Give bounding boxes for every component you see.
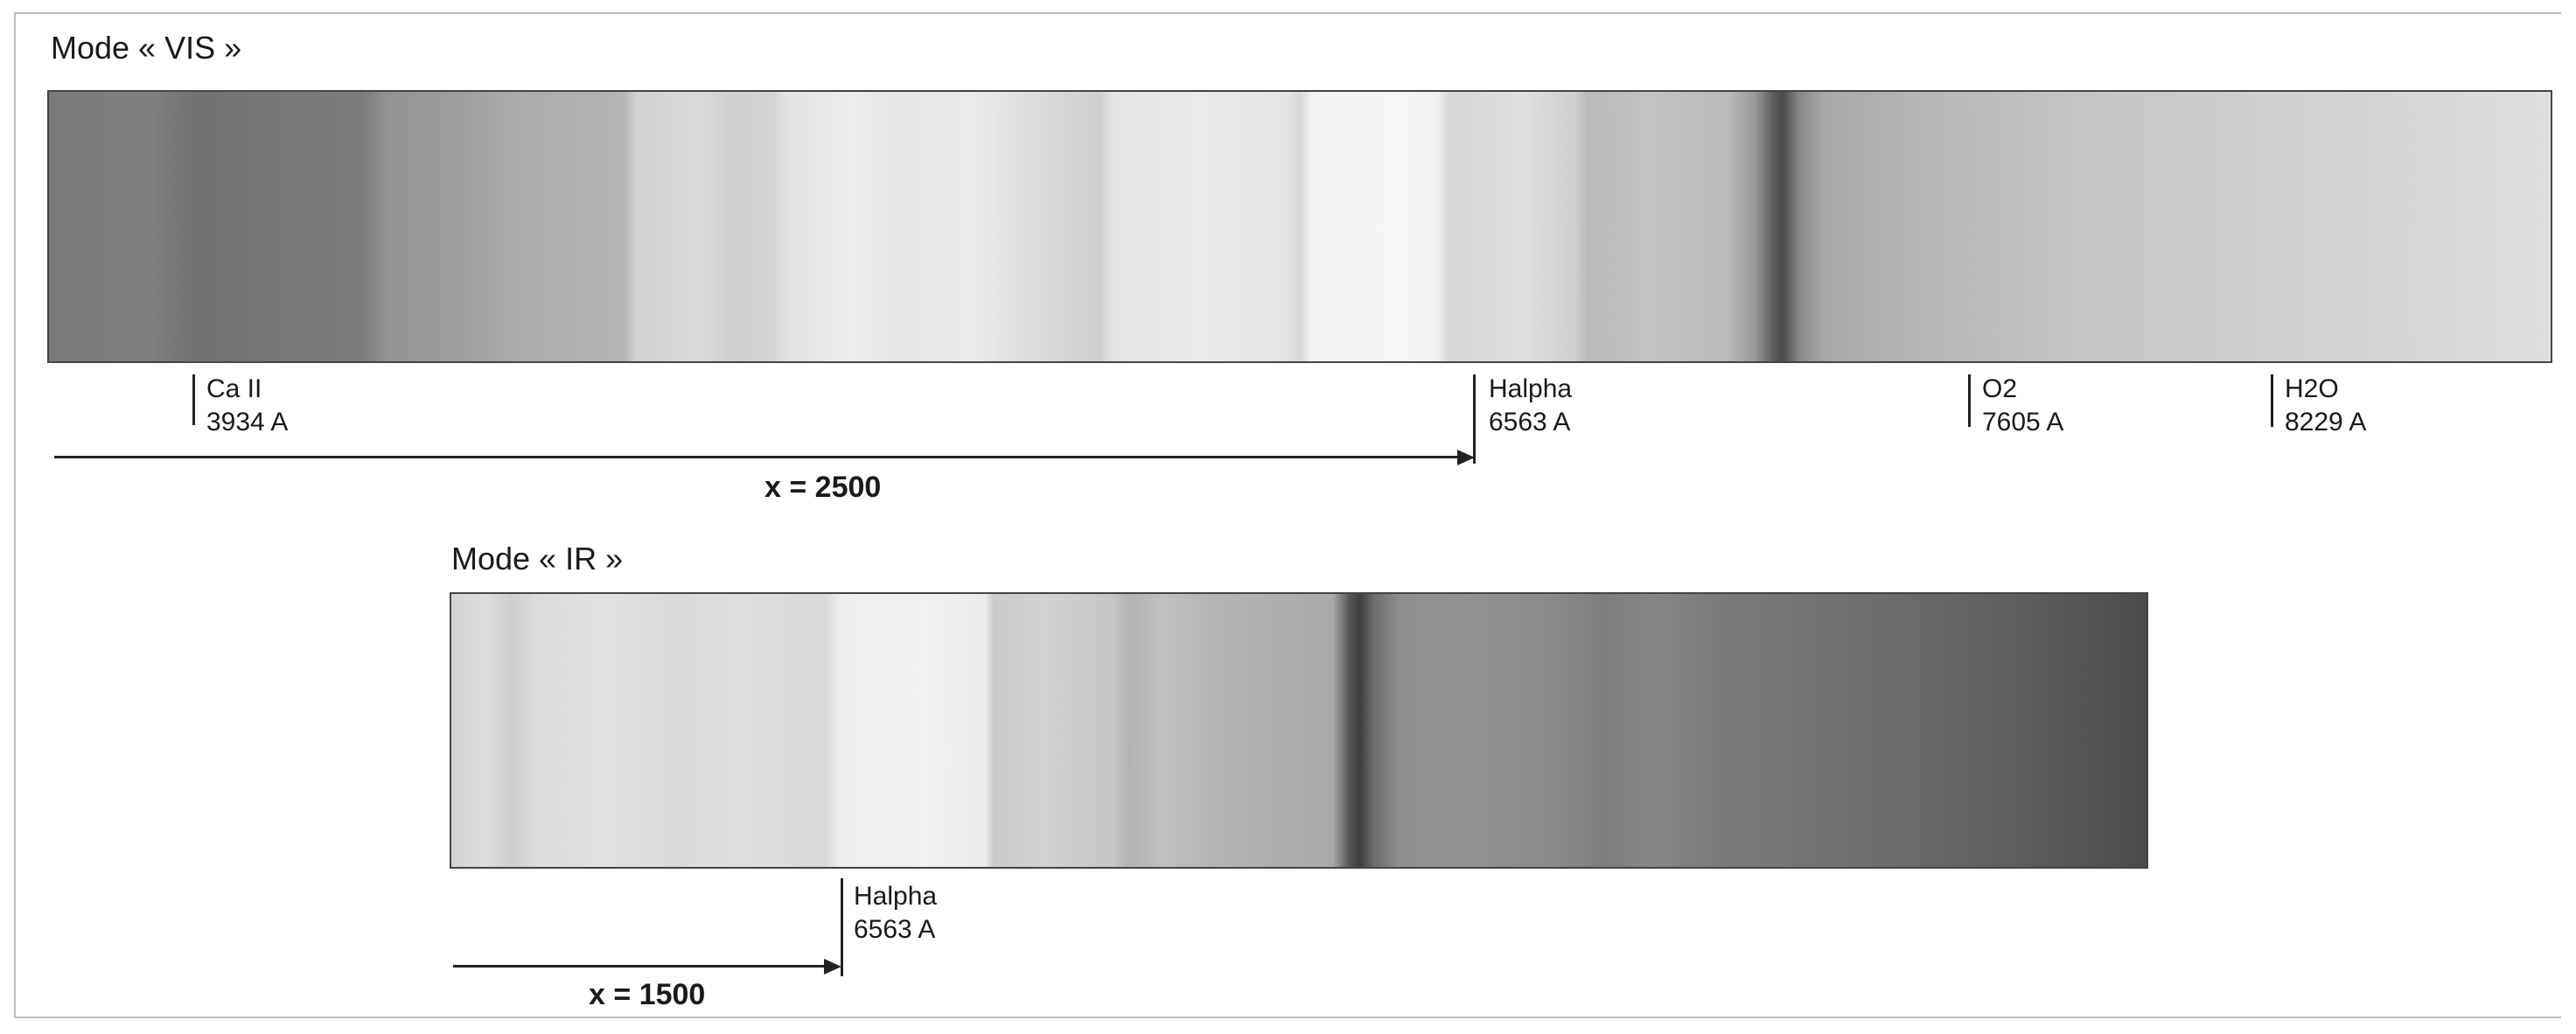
ir-halpha-name: Halpha [854,882,938,911]
vis-o2-tick [1968,374,1971,427]
figure-frame [14,12,2561,1018]
ir-spectrum-strip [450,592,2148,869]
vis-mode-title: Mode « VIS » [51,30,242,66]
ir-arrow-head [824,959,841,975]
vis-distance-arrow [54,456,1461,458]
vis-halpha-tick [1473,374,1476,464]
vis-spectrum-strip [47,90,2552,363]
ir-halpha-wavelength: 6563 A [854,915,936,944]
ir-mode-title: Mode « IR » [451,541,624,576]
ir-distance-arrow [453,965,827,968]
vis-o2-wavelength: 7605 A [1982,408,2064,437]
vis-ca2-tick [192,374,195,425]
vis-h2o-name: H2O [2285,374,2339,403]
vis-halpha-name: Halpha [1489,374,1573,403]
ir-distance-label: x = 1500 [589,978,706,1011]
vis-distance-label: x = 2500 [764,471,882,504]
vis-ca2-name: Ca II [206,374,262,403]
vis-halpha-wavelength: 6563 A [1489,408,1571,437]
vis-o2-name: O2 [1982,374,2018,403]
vis-arrow-head [1457,450,1475,465]
vis-ca2-wavelength: 3934 A [206,408,289,437]
vis-h2o-wavelength: 8229 A [2285,408,2367,437]
ir-halpha-tick [841,878,843,976]
vis-h2o-tick [2271,374,2273,427]
